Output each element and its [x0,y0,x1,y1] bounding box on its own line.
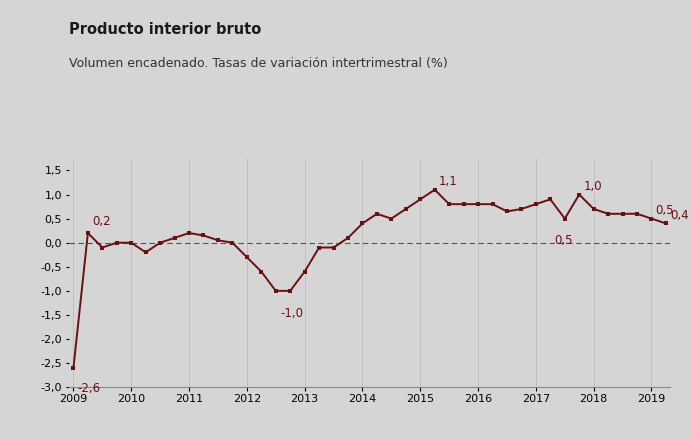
Text: -2,6: -2,6 [77,382,101,395]
Text: 1,0: 1,0 [583,180,602,193]
Text: Volumen encadenado. Tasas de variación intertrimestral (%): Volumen encadenado. Tasas de variación i… [69,57,448,70]
Text: 0,4: 0,4 [670,209,689,222]
Text: 0,5: 0,5 [656,204,674,217]
Text: 0,5: 0,5 [554,235,573,247]
Text: 1,1: 1,1 [439,175,457,188]
Text: Producto interior bruto: Producto interior bruto [69,22,261,37]
Text: -1,0: -1,0 [280,307,303,319]
Text: 0,2: 0,2 [92,216,111,228]
